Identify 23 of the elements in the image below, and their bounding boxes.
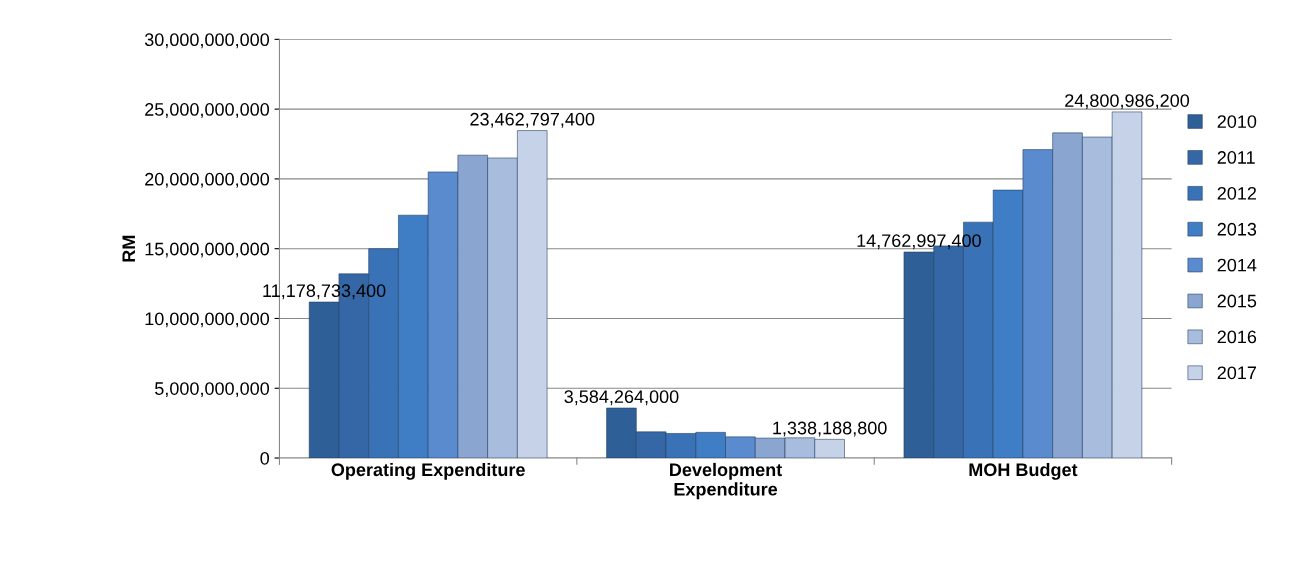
y-tick-label: 5,000,000,000 [155, 382, 270, 398]
legend-label: 2014 [1217, 258, 1257, 272]
legend-label: 2016 [1217, 330, 1257, 344]
y-tick-label: 0 [260, 451, 270, 465]
data-label: 24,800,986,200 [1065, 94, 1190, 110]
x-tick-label: Operating Expenditure [331, 462, 525, 480]
legend-label: 2013 [1217, 222, 1257, 236]
y-tick-label: 15,000,000,000 [145, 242, 270, 258]
data-label: 3,584,264,000 [564, 390, 679, 406]
x-tick-label: Development Expenditure [670, 462, 783, 500]
x-tick-label: MOH Budget [969, 462, 1078, 480]
y-tick-label: 30,000,000,000 [144, 33, 270, 49]
y-axis-title: RM [122, 235, 135, 262]
legend-label: 2015 [1217, 294, 1257, 308]
y-tick-label: 25,000,000,000 [145, 103, 270, 118]
legend-label: 2017 [1217, 366, 1257, 380]
legend-label: 2011 [1217, 151, 1255, 164]
legend-label: 2010 [1217, 115, 1257, 128]
data-label: 1,338,188,800 [773, 421, 887, 437]
data-label: 23,462,797,400 [470, 112, 595, 128]
y-tick-label: 20,000,000,000 [145, 172, 270, 188]
legend-label: 2012 [1217, 186, 1257, 200]
y-tick-label: 10,000,000,000 [145, 312, 270, 328]
